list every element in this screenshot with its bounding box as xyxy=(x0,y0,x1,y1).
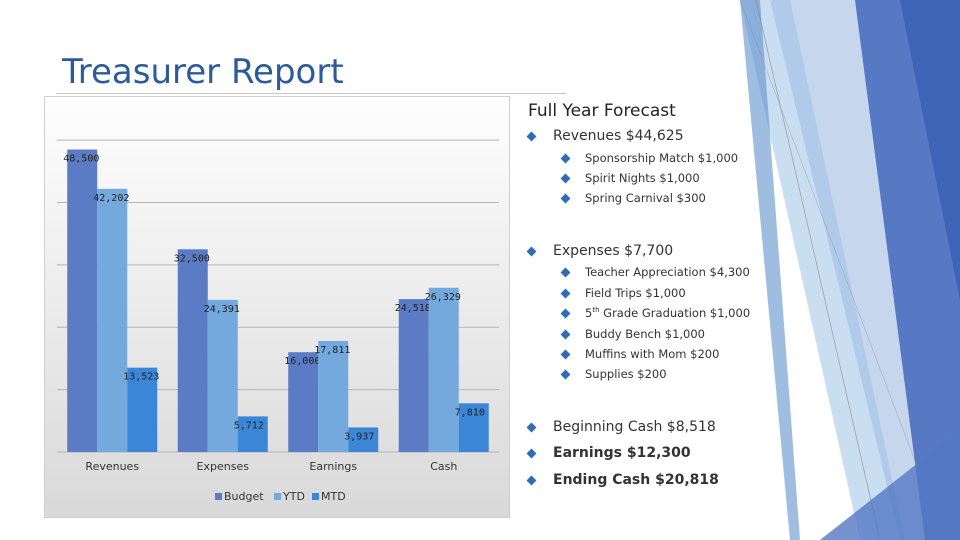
earnings-item: Earnings $12,300 xyxy=(526,445,691,461)
data-label: 24,518 xyxy=(395,303,431,314)
legend-swatch xyxy=(312,493,319,500)
diamond-bullet-icon xyxy=(560,329,571,339)
legend-swatch xyxy=(215,493,222,500)
diamond-bullet-icon xyxy=(560,173,571,183)
category-label: Earnings xyxy=(309,460,357,473)
forecast-heading: Full Year Forecast xyxy=(528,101,676,121)
diamond-bullet-icon xyxy=(526,475,537,485)
slide-title: Treasurer Report xyxy=(62,52,344,92)
category-label: Expenses xyxy=(197,460,250,473)
bar-mtd xyxy=(348,427,379,452)
ending-cash-item: Ending Cash $20,818 xyxy=(526,472,719,488)
sub-item-field-trips: Field Trips $1,000 xyxy=(560,286,686,300)
sub-item-sponsorship: Sponsorship Match $1,000 xyxy=(560,151,738,165)
legend-label: MTD xyxy=(321,490,346,503)
bar-ytd xyxy=(207,299,238,452)
bar-ytd xyxy=(428,287,459,452)
bar-ytd xyxy=(318,340,349,452)
revenues-forecast-item: Revenues $44,625 xyxy=(526,128,684,144)
data-label: 26,329 xyxy=(425,292,461,303)
data-label: 42,202 xyxy=(93,193,129,204)
sub-item-muffins-with-mom: Muffins with Mom $200 xyxy=(560,347,719,361)
diamond-bullet-icon xyxy=(526,131,537,141)
legend-label: YTD xyxy=(282,490,305,503)
diamond-bullet-icon xyxy=(526,448,537,458)
bar-chart: 48,500 42,202 13,523 Revenues 32,500 24,391 5,… xyxy=(57,139,499,503)
diamond-bullet-icon xyxy=(560,308,571,318)
diamond-bullet-icon xyxy=(560,288,571,298)
bar-mtd xyxy=(237,416,268,452)
data-label: 7,810 xyxy=(455,407,485,418)
diamond-bullet-icon xyxy=(560,349,571,359)
bar-budget xyxy=(398,299,429,452)
data-label: 13,523 xyxy=(123,372,159,383)
category-label: Cash xyxy=(430,460,457,473)
diamond-bullet-icon xyxy=(560,369,571,379)
beginning-cash-item: Beginning Cash $8,518 xyxy=(526,419,716,435)
revenues-forecast-label: Revenues $44,625 xyxy=(553,128,684,144)
expenses-forecast-item: Expenses $7,700 xyxy=(526,243,674,259)
bar-ytd xyxy=(97,188,128,452)
data-label: 17,811 xyxy=(314,345,350,356)
sub-item-spirit-nights: Spirit Nights $1,000 xyxy=(560,171,700,185)
category-label: Revenues xyxy=(85,460,139,473)
bar-budget xyxy=(177,249,208,452)
diamond-bullet-icon xyxy=(526,422,537,432)
data-label: 16,000 xyxy=(284,356,320,367)
data-label: 24,391 xyxy=(204,304,240,315)
sub-item-supplies: Supplies $200 xyxy=(560,367,667,381)
sub-item-graduation: 5th Grade Graduation $1,000 xyxy=(560,306,750,320)
sub-item-spring-carnival: Spring Carnival $300 xyxy=(560,191,706,205)
data-label: 48,500 xyxy=(63,154,99,165)
diamond-bullet-icon xyxy=(560,193,571,203)
diamond-bullet-icon xyxy=(560,153,571,163)
bar-mtd xyxy=(458,403,489,452)
bar-budget xyxy=(288,352,319,452)
data-label: 3,937 xyxy=(344,431,374,442)
title-divider xyxy=(56,93,566,94)
bar-mtd xyxy=(127,367,158,452)
expenses-forecast-label: Expenses $7,700 xyxy=(553,243,674,259)
bar-budget xyxy=(67,149,98,452)
chart-panel: 48,500 42,202 13,523 Revenues 32,500 24,391 5,… xyxy=(44,96,510,518)
legend-label: Budget xyxy=(224,490,264,503)
data-label: 32,500 xyxy=(174,253,210,264)
data-label: 5,712 xyxy=(234,420,264,431)
diamond-bullet-icon xyxy=(560,267,571,277)
legend-swatch xyxy=(274,493,281,500)
sub-item-teacher-appreciation: Teacher Appreciation $4,300 xyxy=(560,265,750,279)
diamond-bullet-icon xyxy=(526,246,537,256)
sub-item-buddy-bench: Buddy Bench $1,000 xyxy=(560,327,705,341)
